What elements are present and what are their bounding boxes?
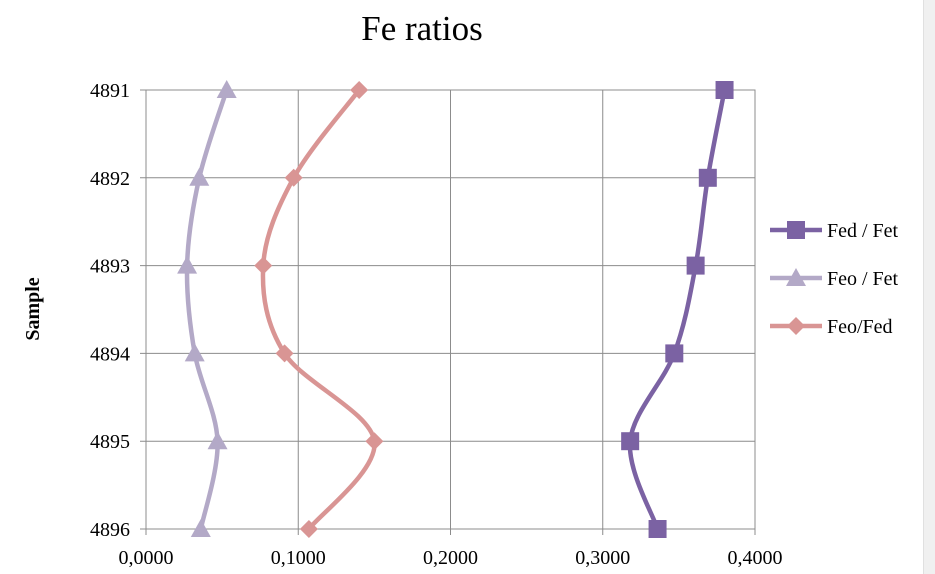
y-tick-label: 4892 — [90, 168, 130, 190]
y-tick-label: 4893 — [90, 256, 130, 278]
legend-label: Fed / Fet — [827, 220, 899, 242]
x-tick-label: 0,1000 — [271, 547, 326, 569]
x-tick-label: 0,0000 — [119, 547, 174, 569]
y-tick-label: 4896 — [90, 519, 130, 541]
series-3 — [254, 81, 384, 538]
y-tick-label: 4891 — [90, 80, 130, 102]
legend-item: Feo/Fed — [770, 316, 893, 338]
x-tick-label: 0,3000 — [575, 547, 630, 569]
series-2 — [177, 80, 237, 537]
grid — [140, 89, 756, 535]
y-tick-label: 4895 — [90, 431, 130, 453]
series-line — [184, 87, 229, 532]
legend-item: Fed / Fet — [770, 220, 899, 242]
legend-marker — [786, 268, 806, 286]
legend-label: Feo / Fet — [827, 268, 899, 290]
data-point — [350, 81, 369, 99]
x-tick-label: 0,2000 — [423, 547, 478, 569]
series-group — [177, 80, 734, 538]
vertical-scrollbar[interactable] — [923, 0, 935, 574]
y-axis-label: Sample — [22, 277, 44, 340]
data-point — [665, 344, 684, 363]
x-tick-label: 0,4000 — [728, 547, 783, 569]
series-line — [627, 87, 727, 532]
data-point — [184, 343, 205, 362]
chart-title: Fe ratios — [361, 9, 483, 48]
data-point — [207, 431, 228, 450]
legend-label: Feo/Fed — [827, 316, 893, 338]
series-1 — [621, 81, 734, 538]
legend: Fed / Fet Feo / Fet Feo/Fed — [770, 220, 899, 338]
data-point — [299, 520, 318, 538]
y-tick-label: 4894 — [90, 343, 130, 365]
data-point — [648, 520, 667, 538]
axes: 0,0000 0,1000 0,2000 0,3000 0,4000 4891 4892 48… — [90, 80, 783, 569]
data-point — [621, 432, 640, 451]
data-point — [275, 344, 294, 363]
data-point — [190, 519, 211, 537]
data-point — [284, 168, 303, 187]
data-point — [715, 81, 734, 99]
data-point — [686, 256, 705, 275]
data-point — [365, 432, 384, 451]
data-point — [254, 256, 273, 275]
legend-item: Feo / Fet — [770, 268, 899, 290]
data-point — [177, 255, 198, 274]
legend-marker — [787, 317, 805, 335]
series-line — [260, 87, 377, 532]
legend-marker — [787, 221, 805, 239]
data-point — [216, 80, 237, 98]
data-point — [189, 167, 210, 186]
data-point — [698, 168, 717, 187]
